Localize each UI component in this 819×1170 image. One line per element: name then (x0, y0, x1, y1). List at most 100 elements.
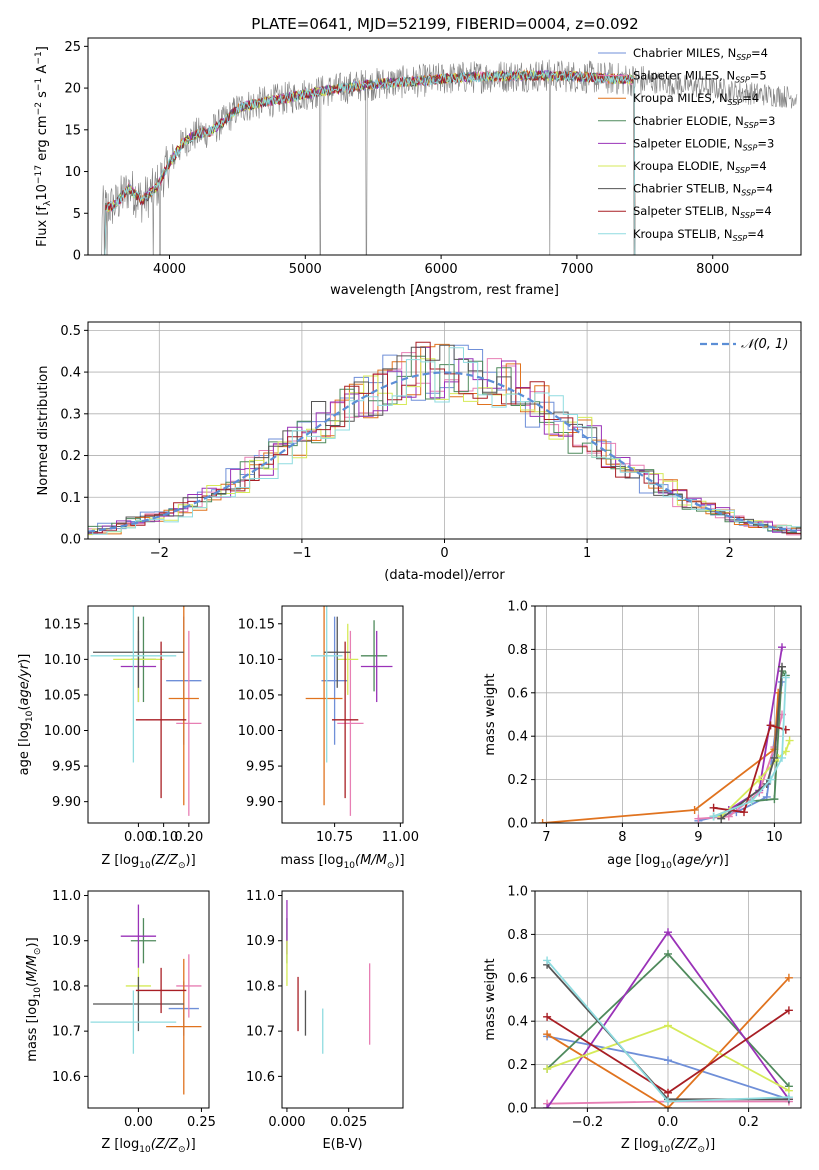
weight-marker (784, 1006, 793, 1015)
errorbar-chabrier-miles (321, 616, 348, 745)
legend-label-sub: SSP (743, 143, 758, 152)
x-tick-label: 1 (583, 546, 591, 561)
plot-area (305, 606, 393, 816)
label-part: (M/M (355, 853, 387, 868)
legend-label-main: Kroupa ELODIE, N (633, 159, 735, 173)
x-tick-label: 10 (766, 830, 783, 845)
axes-frame: −2 −1 0 1 2 0.0 0.1 0.2 0.3 0.4 0.5 𝒩(0, 1) (data-mo… (36, 321, 802, 583)
label-part: mass [log (280, 853, 343, 868)
legend-label-tail: =4 (756, 182, 773, 196)
weight-series-salpeter-stelib (543, 1006, 793, 1097)
y-tick-label: 10.10 (238, 653, 275, 668)
axes-frame: 4000 5000 6000 7000 8000 0 5 10 15 20 25 Chabrier M… (34, 37, 802, 298)
errorbar-salpeter-miles (176, 954, 202, 1018)
errorbar-kroupa-miles (305, 606, 343, 806)
weight-marker (785, 736, 794, 745)
x-tick-label: 0.2 (738, 1115, 759, 1130)
normal-legend-label: 𝒩(0, 1) (741, 337, 788, 352)
y-tick-label: 0.1 (60, 491, 81, 506)
weight-line (720, 740, 791, 818)
x-axis-label: Z [log10(Z/Z⊙)] (101, 853, 195, 871)
label-part: M/M (25, 955, 40, 982)
residual-hist-chabrier-stelib (88, 344, 801, 534)
errorbar-salpeter-elodie (120, 904, 157, 968)
label-part: 10 (660, 861, 672, 871)
legend-label-sub: SSP (736, 53, 751, 62)
weight-marker (538, 819, 547, 823)
plot-area (88, 341, 801, 538)
residual-hist-kroupa-stelib (88, 347, 801, 535)
legend-label-main: Chabrier STELIB, N (633, 182, 741, 196)
y-tick-label: 10.00 (44, 724, 81, 739)
label-part: 10 (33, 987, 43, 999)
weight-marker (784, 973, 793, 982)
y-tick-label: 9.90 (246, 795, 275, 810)
label-part: −1 (34, 78, 44, 91)
x-tick-label: −1 (292, 546, 311, 561)
errorbar-kroupa-elodie (337, 623, 359, 695)
y-tick-label: 10.6 (246, 1070, 275, 1085)
x-axis-label: age [log10(age/yr)] (607, 853, 729, 871)
y-tick-label: 0.3 (60, 407, 81, 422)
y-tick-label: 0.4 (507, 1015, 528, 1030)
label-part: mass [log (25, 999, 40, 1062)
y-tick-label: 10.15 (238, 617, 275, 632)
weight-marker (664, 1021, 672, 1030)
weight-marker (664, 928, 672, 937)
weight-marker (543, 956, 552, 965)
y-tick-label: 10.10 (44, 653, 81, 668)
label-part: −1 (34, 51, 44, 64)
legend-label: Chabrier MILES, NSSP=4 (633, 46, 768, 62)
axes-border (87, 890, 210, 1109)
y-tick-label: 9.95 (246, 760, 275, 775)
x-axis-label: Z [log10(Z/Z⊙)] (101, 1137, 195, 1155)
residuals-panel: −2 −1 0 1 2 0.0 0.1 0.2 0.3 0.4 0.5 𝒩(0, 1) (data-mo… (36, 321, 802, 583)
x-tick-label: −2 (150, 546, 169, 561)
axes-border (281, 605, 404, 824)
weight-series-kroupa-stelib (709, 673, 790, 821)
y-axis-label: mass [log10(M/M⊙)] (25, 937, 43, 1061)
legend-label: Chabrier ELODIE, NSSP=3 (633, 114, 775, 130)
weight-marker (543, 1104, 552, 1108)
weight-marker (778, 643, 786, 652)
axes-border (87, 37, 802, 256)
legend-label: Kroupa MILES, NSSP=4 (633, 91, 759, 107)
y-tick-label: 11.0 (52, 889, 81, 904)
y-tick-label: 0.4 (60, 366, 81, 381)
y-tick-label: 10.7 (52, 1025, 81, 1040)
x-tick-label: 0.0 (658, 1115, 679, 1130)
plot-area (90, 904, 202, 1095)
legend-label-sub: SSP (733, 234, 748, 243)
weight-line (720, 666, 783, 820)
label-part: s (35, 91, 50, 102)
y-tick-label: 25 (64, 40, 81, 55)
weight-marker (543, 1012, 552, 1021)
y-tick-label: 10.9 (246, 934, 275, 949)
legend-label-main: Kroupa MILES, N (633, 91, 728, 105)
x-tick-label: 0 (440, 546, 448, 561)
legend-label-tail: =4 (747, 227, 764, 241)
y-tick-label: 15 (64, 123, 81, 138)
label-part: )] (394, 853, 404, 868)
label-part: Flux [f (35, 206, 50, 247)
plot-area (90, 606, 202, 816)
x-tick-label: 6000 (425, 262, 458, 277)
errorbar-salpeter-elodie (360, 630, 393, 703)
y-tick-label: 10.8 (52, 979, 81, 994)
weight-marker (664, 1056, 672, 1065)
errorbar-chabrier-stelib (93, 616, 184, 688)
spectrum-model-line-salpeter-stelib (104, 69, 636, 255)
x-tick-label: 4000 (153, 262, 186, 277)
y-tick-label: 0.2 (507, 1058, 528, 1073)
weight-marker (694, 814, 703, 823)
x-tick-label: 8000 (696, 262, 729, 277)
errorbar-salpeter-stelib (331, 641, 359, 799)
x-tick-label: 7 (542, 830, 550, 845)
y-tick-label: 1.0 (507, 600, 528, 615)
y-tick-label: 0.2 (60, 449, 81, 464)
errorbar-salpeter-stelib (135, 641, 187, 799)
legend-label: Kroupa STELIB, NSSP=4 (633, 227, 764, 243)
